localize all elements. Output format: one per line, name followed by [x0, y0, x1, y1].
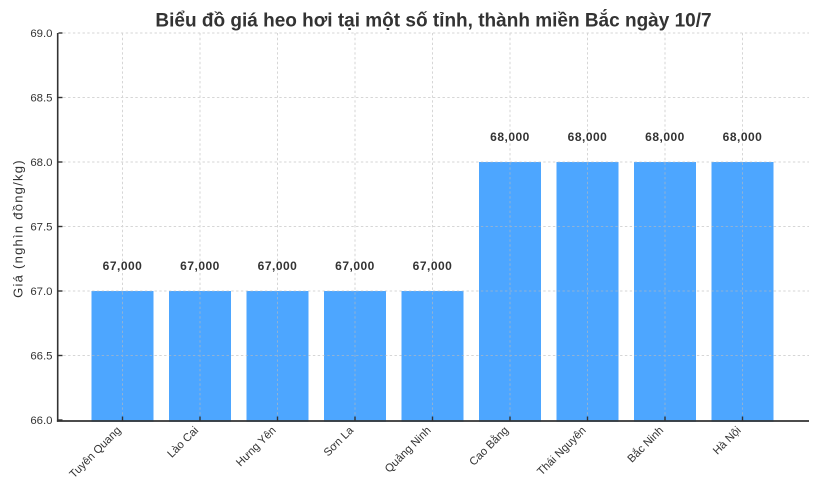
svg-text:Biểu đồ giá heo hơi tại một số: Biểu đồ giá heo hơi tại một số tỉnh, thà…: [155, 9, 711, 31]
svg-text:68,000: 68,000: [490, 130, 530, 144]
svg-text:67.5: 67.5: [30, 221, 52, 233]
svg-text:66.5: 66.5: [30, 350, 52, 362]
svg-text:68,000: 68,000: [568, 130, 608, 144]
svg-text:67,000: 67,000: [413, 259, 453, 273]
svg-text:67,000: 67,000: [180, 259, 220, 273]
svg-text:67.0: 67.0: [30, 286, 52, 298]
svg-text:Giá (nghìn đồng/kg): Giá (nghìn đồng/kg): [10, 159, 25, 298]
svg-text:68.0: 68.0: [30, 157, 52, 169]
svg-text:67,000: 67,000: [335, 259, 375, 273]
svg-text:68.5: 68.5: [30, 92, 52, 104]
svg-text:68,000: 68,000: [645, 130, 685, 144]
svg-text:66.0: 66.0: [30, 415, 52, 427]
svg-text:67,000: 67,000: [103, 259, 143, 273]
svg-text:68,000: 68,000: [723, 130, 763, 144]
svg-text:69.0: 69.0: [30, 28, 52, 40]
svg-text:67,000: 67,000: [258, 259, 298, 273]
